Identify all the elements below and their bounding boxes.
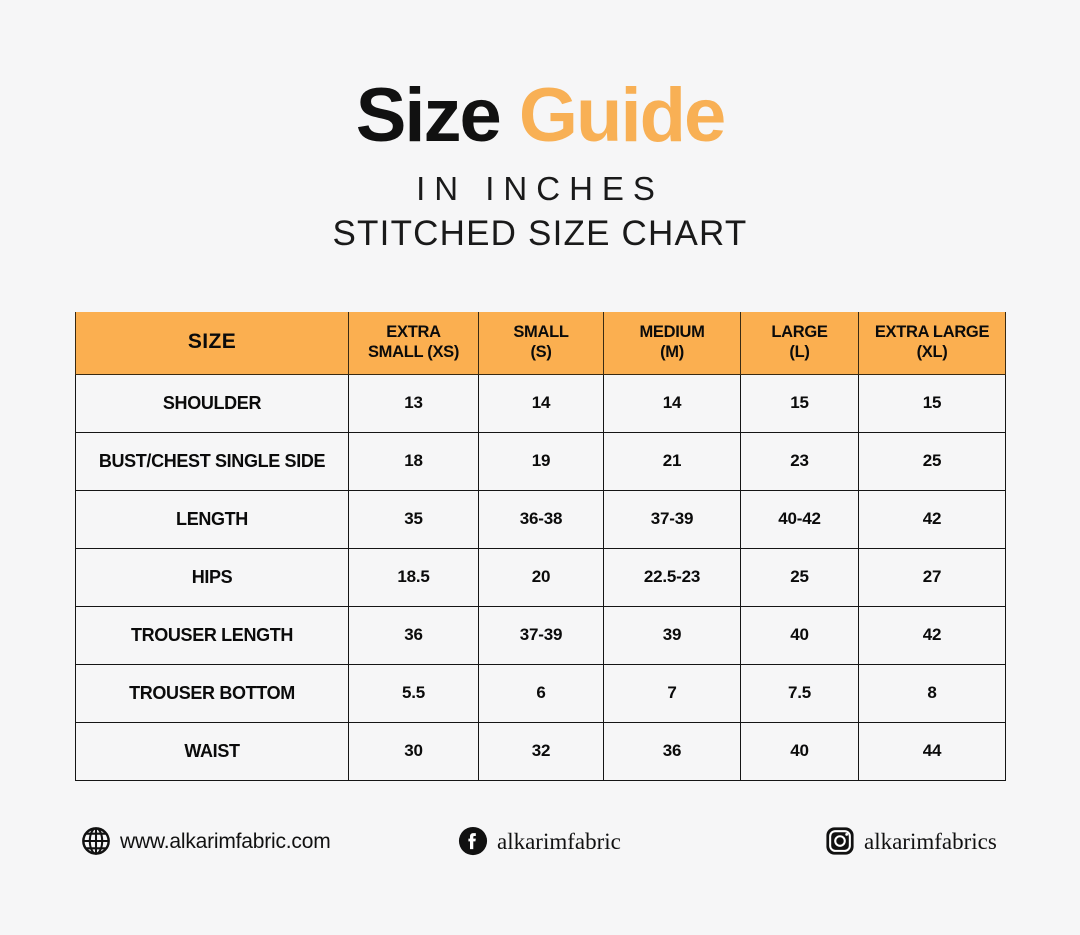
footer-facebook[interactable]: alkarimfabric bbox=[458, 818, 621, 864]
cell-s: 19 bbox=[478, 431, 604, 491]
instagram-label: alkarimfabrics bbox=[864, 828, 997, 854]
header-line-2: (M) bbox=[660, 342, 684, 361]
header-line-1: SIZE bbox=[187, 330, 237, 354]
cell-xs: 30 bbox=[348, 721, 479, 781]
footer-website[interactable]: www.alkarimfabric.com bbox=[81, 818, 331, 864]
cell-m: 22.5-23 bbox=[603, 547, 741, 607]
cell-xl: 27 bbox=[858, 547, 1006, 607]
cell-m: 21 bbox=[603, 431, 741, 491]
cell-xl: 42 bbox=[858, 489, 1006, 549]
table-body: SHOULDER 13 14 14 15 15 BUST/CHEST SINGL… bbox=[75, 373, 1006, 781]
header-line-1: LARGE bbox=[771, 323, 828, 342]
table-header: SIZE EXTRA SMALL (XS) SMALL (S) MEDIUM (… bbox=[75, 312, 1006, 375]
cell-m: 39 bbox=[603, 605, 741, 665]
header-line-2: (L) bbox=[789, 342, 810, 361]
column-header-extra-large: EXTRA LARGE (XL) bbox=[858, 312, 1006, 375]
column-header-small: SMALL (S) bbox=[478, 312, 604, 375]
cell-xs: 5.5 bbox=[348, 663, 479, 723]
row-label: LENGTH bbox=[75, 489, 349, 549]
globe-icon bbox=[82, 827, 110, 855]
cell-xl: 44 bbox=[858, 721, 1006, 781]
cell-xs: 35 bbox=[348, 489, 479, 549]
size-chart-table: SIZE EXTRA SMALL (XS) SMALL (S) MEDIUM (… bbox=[75, 312, 1006, 781]
cell-xl: 25 bbox=[858, 431, 1006, 491]
cell-l: 25 bbox=[740, 547, 859, 607]
table-row: HIPS 18.5 20 22.5-23 25 27 bbox=[75, 547, 1006, 607]
footer-instagram[interactable]: alkarimfabrics bbox=[825, 818, 997, 864]
cell-xs: 13 bbox=[348, 373, 479, 433]
header-line-1: SMALL bbox=[513, 323, 569, 342]
cell-l: 7.5 bbox=[740, 663, 859, 723]
column-header-extra-small: EXTRA SMALL (XS) bbox=[348, 312, 479, 375]
column-header-large: LARGE (L) bbox=[740, 312, 859, 375]
cell-m: 36 bbox=[603, 721, 741, 781]
cell-s: 36-38 bbox=[478, 489, 604, 549]
cell-xl: 8 bbox=[858, 663, 1006, 723]
cell-xl: 42 bbox=[858, 605, 1006, 665]
row-label: BUST/CHEST SINGLE SIDE bbox=[75, 431, 349, 491]
subtitle-stitched-size-chart: STITCHED SIZE CHART bbox=[332, 213, 748, 253]
cell-m: 14 bbox=[603, 373, 741, 433]
cell-m: 37-39 bbox=[603, 489, 741, 549]
table-row: TROUSER BOTTOM 5.5 6 7 7.5 8 bbox=[75, 663, 1006, 723]
header-line-1: EXTRA bbox=[386, 323, 441, 342]
cell-l: 23 bbox=[740, 431, 859, 491]
cell-l: 40 bbox=[740, 605, 859, 665]
website-label: www.alkarimfabric.com bbox=[120, 829, 331, 853]
cell-xs: 18.5 bbox=[348, 547, 479, 607]
cell-l: 15 bbox=[740, 373, 859, 433]
title-word-size: Size bbox=[355, 73, 502, 158]
column-header-size: SIZE bbox=[75, 312, 349, 375]
table-row: TROUSER LENGTH 36 37-39 39 40 42 bbox=[75, 605, 1006, 665]
subtitle-in-inches: IN INCHES bbox=[416, 170, 664, 207]
cell-l: 40-42 bbox=[740, 489, 859, 549]
instagram-icon bbox=[826, 827, 854, 855]
header-line-1: EXTRA LARGE bbox=[874, 323, 990, 342]
footer: www.alkarimfabric.com alkarimfabric alka… bbox=[75, 818, 1005, 868]
table-row: WAIST 30 32 36 40 44 bbox=[75, 721, 1006, 781]
facebook-label: alkarimfabric bbox=[497, 828, 621, 854]
row-label: WAIST bbox=[75, 721, 349, 781]
table-row: LENGTH 35 36-38 37-39 40-42 42 bbox=[75, 489, 1006, 549]
cell-s: 20 bbox=[478, 547, 604, 607]
header-line-2: SMALL (XS) bbox=[367, 342, 460, 361]
row-label: TROUSER BOTTOM bbox=[75, 663, 349, 723]
table-header-row: SIZE EXTRA SMALL (XS) SMALL (S) MEDIUM (… bbox=[75, 312, 1006, 375]
cell-xs: 36 bbox=[348, 605, 479, 665]
header-line-2: (XL) bbox=[916, 342, 948, 361]
table-row: SHOULDER 13 14 14 15 15 bbox=[75, 373, 1006, 433]
header-line-2: (S) bbox=[530, 342, 552, 361]
cell-s: 6 bbox=[478, 663, 604, 723]
cell-m: 7 bbox=[603, 663, 741, 723]
cell-xs: 18 bbox=[348, 431, 479, 491]
page-title: Size Guide bbox=[0, 78, 1080, 154]
cell-s: 37-39 bbox=[478, 605, 604, 665]
facebook-icon bbox=[458, 826, 488, 856]
row-label: SHOULDER bbox=[75, 373, 349, 433]
cell-s: 14 bbox=[478, 373, 604, 433]
row-label: TROUSER LENGTH bbox=[75, 605, 349, 665]
cell-s: 32 bbox=[478, 721, 604, 781]
cell-l: 40 bbox=[740, 721, 859, 781]
title-block: Size Guide IN INCHES STITCHED SIZE CHART bbox=[0, 78, 1080, 254]
title-word-guide: Guide bbox=[518, 73, 726, 158]
header-line-1: MEDIUM bbox=[639, 323, 705, 342]
table-row: BUST/CHEST SINGLE SIDE 18 19 21 23 25 bbox=[75, 431, 1006, 491]
cell-xl: 15 bbox=[858, 373, 1006, 433]
row-label: HIPS bbox=[75, 547, 349, 607]
column-header-medium: MEDIUM (M) bbox=[603, 312, 741, 375]
